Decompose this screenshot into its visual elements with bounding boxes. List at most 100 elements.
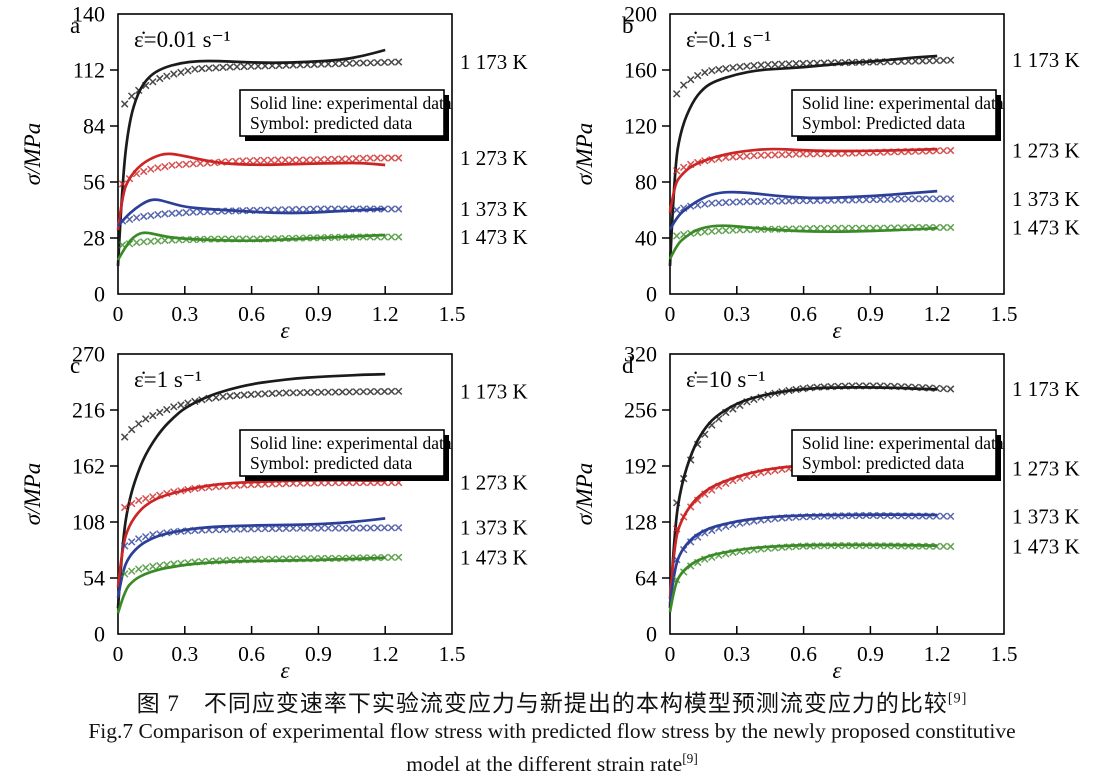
axes-box (669, 353, 1005, 635)
temperature-label: 1 173 K (460, 379, 528, 403)
predicted-markers-1173K (672, 56, 955, 98)
strain-rate-label: ε̇=10 s⁻¹ (686, 367, 765, 392)
y-tick-label: 256 (624, 398, 657, 423)
chart-panel-a: 0 0.3 0.6 0.9 1.2 1.5 0 28 56 84 112 140 σ/MPa ε a ε̇=0… (20, 2, 528, 341)
x-tick-label: 0 (665, 302, 676, 326)
temperature-label: 1 273 K (1012, 457, 1080, 481)
figure-panels: 0 0.3 0.6 0.9 1.2 1.5 0 28 56 84 112 140 σ/MPa ε a ε̇=0… (20, 2, 1080, 681)
legend-text: Solid line: experimental data (250, 93, 452, 113)
panel-letter: c (70, 353, 80, 378)
strain-rate-label: ε̇=1 s⁻¹ (134, 367, 202, 392)
x-tick-label: 0.6 (790, 642, 817, 666)
y-tick-label: 128 (624, 510, 657, 535)
x-tick-label: 1.2 (924, 302, 951, 326)
predicted-markers-1473K (120, 553, 403, 578)
figure-caption: 图 7 不同应变速率下实验流变应力与新提出的本构模型预测流变应力的比较[9] F… (0, 684, 1104, 778)
legend-box (239, 429, 445, 477)
legend-text: Solid line: experimental data (250, 433, 452, 453)
x-tick-label: 1.5 (439, 642, 466, 666)
y-tick-label: 28 (83, 226, 105, 251)
legend-text: Symbol: Predicted data (802, 113, 966, 133)
predicted-markers-1473K (118, 233, 403, 249)
panel-letter: b (622, 13, 634, 38)
predicted-markers-1473K (672, 223, 955, 240)
legend-text: Solid line: experimental data (802, 433, 1004, 453)
x-tick-label: 1.2 (372, 302, 399, 326)
y-tick-label: 192 (624, 454, 657, 479)
temperature-label: 1 473 K (1012, 216, 1080, 240)
temperature-label: 1 173 K (1012, 377, 1080, 401)
x-tick-label: 1.2 (924, 642, 951, 666)
y-tick-label: 40 (635, 226, 657, 251)
experimental-line-1173K (116, 48, 386, 267)
legend-text: Symbol: predicted data (802, 453, 965, 473)
caption-english-line1: Fig.7 Comparison of experimental flow st… (88, 719, 1016, 743)
y-tick-label: 270 (72, 342, 105, 367)
experimental-line-1273K (116, 152, 386, 231)
predicted-markers-1173K (672, 382, 955, 507)
panel-letter: d (622, 353, 634, 378)
legend-box (791, 429, 997, 477)
y-tick-label: 0 (646, 622, 657, 647)
y-tick-label: 0 (94, 622, 105, 647)
x-tick-label: 1.2 (372, 642, 399, 666)
temperature-label: 1 473 K (460, 545, 528, 569)
panel-letter: a (70, 13, 80, 38)
temperature-label: 1 473 K (1012, 535, 1080, 559)
y-axis-label: σ/MPa (20, 463, 45, 525)
x-tick-label: 0.3 (723, 302, 750, 326)
y-tick-label: 0 (646, 282, 657, 307)
axes-box (117, 353, 453, 635)
x-tick-label: 0.9 (305, 302, 332, 326)
predicted-markers-1273K (672, 146, 955, 175)
x-tick-label: 0 (665, 642, 676, 666)
x-tick-label: 0.3 (171, 302, 198, 326)
y-axis-label: σ/MPa (20, 123, 45, 185)
chart-panel-c: 0 0.3 0.6 0.9 1.2 1.5 0 54 108 162 216 270 σ/MPa ε c ε̇… (20, 342, 528, 681)
legend-box (791, 89, 997, 137)
x-tick-label: 1.5 (991, 642, 1018, 666)
legend-box (239, 89, 445, 137)
y-tick-label: 120 (624, 114, 657, 139)
caption-chinese: 图 7 不同应变速率下实验流变应力与新提出的本构模型预测流变应力的比较[9] (0, 684, 1104, 718)
temperature-label: 1 273 K (460, 146, 528, 170)
chart-panel-d: 0 0.3 0.6 0.9 1.2 1.5 0 64 128 192 256 320 σ/MPa ε d ε̇… (572, 342, 1080, 681)
temperature-label: 1 373 K (460, 197, 528, 221)
x-axis-label: ε (280, 658, 290, 680)
predicted-markers-1373K (118, 205, 403, 225)
temperature-label: 1 273 K (1012, 139, 1080, 163)
caption-english-line2: model at the different strain rate[9] (0, 745, 1104, 778)
predicted-markers-1173K (120, 58, 403, 108)
x-tick-label: 0 (113, 302, 124, 326)
temperature-label: 1 273 K (460, 471, 528, 495)
experimental-line-1173K (668, 386, 938, 608)
y-tick-label: 0 (94, 282, 105, 307)
y-tick-label: 112 (73, 58, 105, 83)
y-tick-label: 80 (635, 170, 657, 195)
caption-chinese-ref: [9] (947, 690, 968, 707)
y-tick-label: 56 (83, 170, 105, 195)
strain-rate-label: ε̇=0.01 s⁻¹ (134, 27, 231, 52)
x-tick-label: 1.5 (439, 302, 466, 326)
y-tick-label: 162 (72, 454, 105, 479)
legend-text: Symbol: predicted data (250, 113, 413, 133)
x-tick-label: 0.6 (238, 642, 265, 666)
x-tick-label: 0 (113, 642, 124, 666)
chart-panel-b: 0 0.3 0.6 0.9 1.2 1.5 0 40 80 120 160 200 σ/MPa ε b ε̇=… (572, 2, 1080, 341)
experimental-line-1273K (668, 147, 938, 214)
x-tick-label: 0.9 (857, 302, 884, 326)
legend-text: Solid line: experimental data (802, 93, 1004, 113)
predicted-markers-1373K (672, 195, 955, 214)
experimental-line-1473K (116, 556, 386, 614)
caption-chinese-text: 图 7 不同应变速率下实验流变应力与新提出的本构模型预测流变应力的比较 (136, 691, 948, 716)
y-tick-label: 320 (624, 342, 657, 367)
predicted-markers-1273K (118, 154, 403, 188)
y-tick-label: 84 (83, 114, 105, 139)
axes-box (669, 13, 1005, 295)
temperature-label: 1 373 K (1012, 504, 1080, 528)
temperature-label: 1 173 K (1012, 48, 1080, 72)
y-tick-label: 216 (72, 398, 105, 423)
predicted-markers-1373K (672, 511, 955, 564)
x-axis-label: ε (832, 658, 842, 680)
